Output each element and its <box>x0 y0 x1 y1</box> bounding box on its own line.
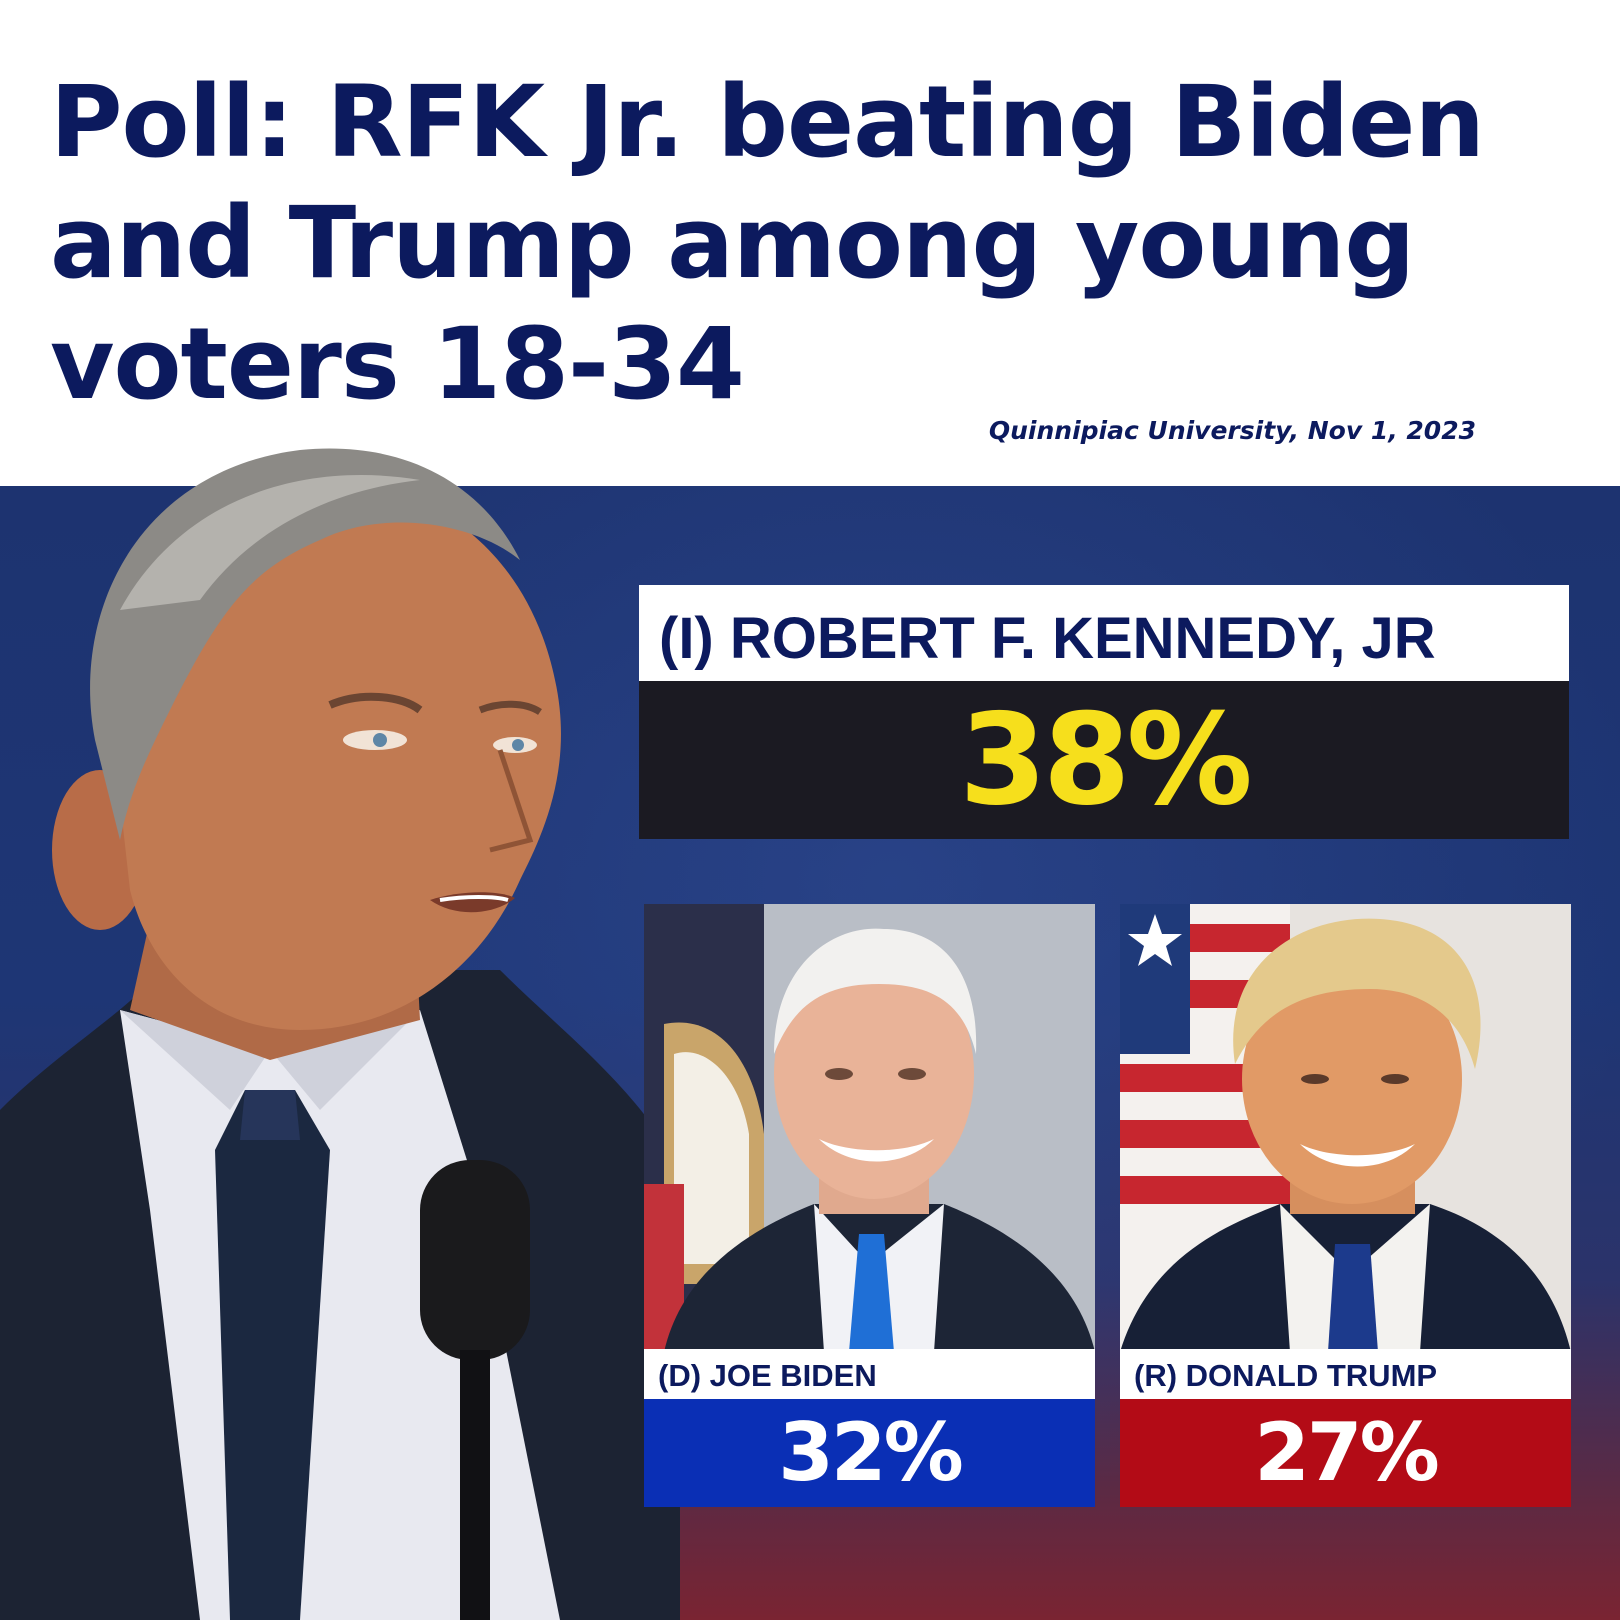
trump-percent-panel: 27% <box>1120 1399 1571 1507</box>
biden-portrait <box>644 904 1095 1352</box>
rfk-name: (I) ROBERT F. KENNEDY, JR <box>659 606 1436 671</box>
biden-percent: 32% <box>778 1406 963 1499</box>
trump-percent: 27% <box>1254 1406 1439 1499</box>
poll-source: Quinnipiac University, Nov 1, 2023 <box>988 416 1476 445</box>
rfk-portrait <box>0 410 680 1620</box>
biden-percent-panel: 32% <box>644 1399 1095 1507</box>
rfk-percent-panel: 38% <box>639 681 1569 839</box>
trump-name: (R) DONALD TRUMP <box>1134 1358 1438 1393</box>
biden-name: (D) JOE BIDEN <box>658 1358 877 1393</box>
rfk-name-label: (I) ROBERT F. KENNEDY, JR <box>639 585 1569 681</box>
trump-name-label: (R) DONALD TRUMP <box>1120 1349 1571 1399</box>
rfk-result-card: (I) ROBERT F. KENNEDY, JR 38% <box>639 585 1569 839</box>
header: Poll: RFK Jr. beating Biden and Trump am… <box>0 0 1620 486</box>
rfk-percent: 38% <box>959 686 1253 833</box>
biden-name-label: (D) JOE BIDEN <box>644 1349 1095 1399</box>
headline: Poll: RFK Jr. beating Biden and Trump am… <box>50 65 1485 422</box>
trump-portrait <box>1120 904 1571 1352</box>
